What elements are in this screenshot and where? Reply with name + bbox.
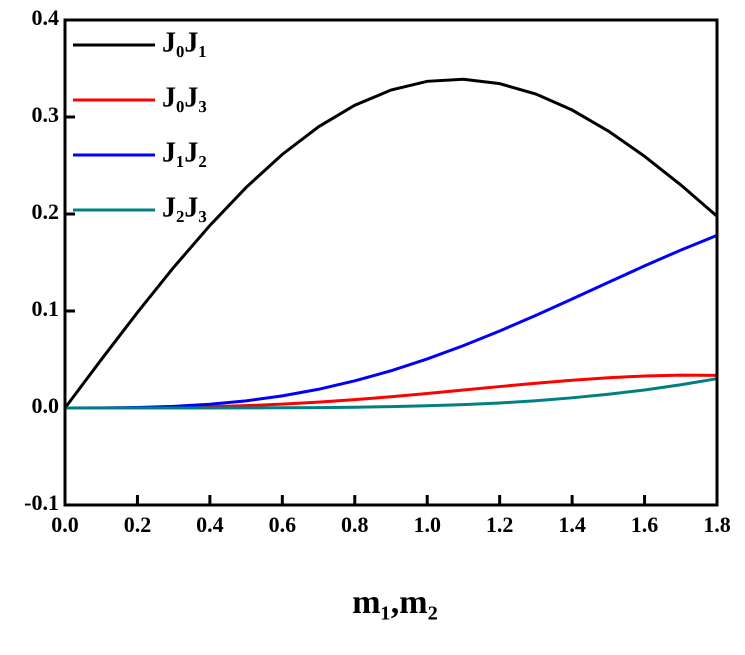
x-tick-label: 0.2 bbox=[124, 512, 152, 537]
y-tick-label: 0.4 bbox=[32, 5, 60, 30]
legend-label: J₂J₃ bbox=[162, 192, 207, 223]
legend-label: J₀J₃ bbox=[162, 82, 207, 113]
x-tick-label: 1.6 bbox=[631, 512, 659, 537]
series-line bbox=[65, 235, 717, 408]
x-tick-label: 0.6 bbox=[269, 512, 297, 537]
series-line bbox=[65, 379, 717, 408]
x-axis-title: m₁,m₂ bbox=[352, 584, 438, 621]
page: {"chart_data": {"type": "line", "x_label… bbox=[0, 0, 745, 655]
y-tick-label: 0.2 bbox=[32, 199, 60, 224]
x-tick-label: 1.4 bbox=[558, 512, 586, 537]
x-tick-label: 1.0 bbox=[413, 512, 441, 537]
chart: m₁,m₂ -0.10.00.10.20.30.40.00.20.40.60.8… bbox=[0, 0, 745, 655]
y-tick-label: 0.0 bbox=[32, 393, 60, 418]
x-tick-label: 0.4 bbox=[196, 512, 224, 537]
legend-label: J₀J₁ bbox=[162, 27, 207, 58]
x-tick-label: 1.2 bbox=[486, 512, 514, 537]
x-tick-label: 0.0 bbox=[51, 512, 79, 537]
x-tick-label: 1.8 bbox=[703, 512, 731, 537]
y-tick-label: 0.1 bbox=[32, 296, 60, 321]
legend-label: J₁J₂ bbox=[162, 137, 207, 168]
y-tick-label: 0.3 bbox=[32, 102, 60, 127]
x-tick-label: 0.8 bbox=[341, 512, 369, 537]
series-line bbox=[65, 79, 717, 408]
